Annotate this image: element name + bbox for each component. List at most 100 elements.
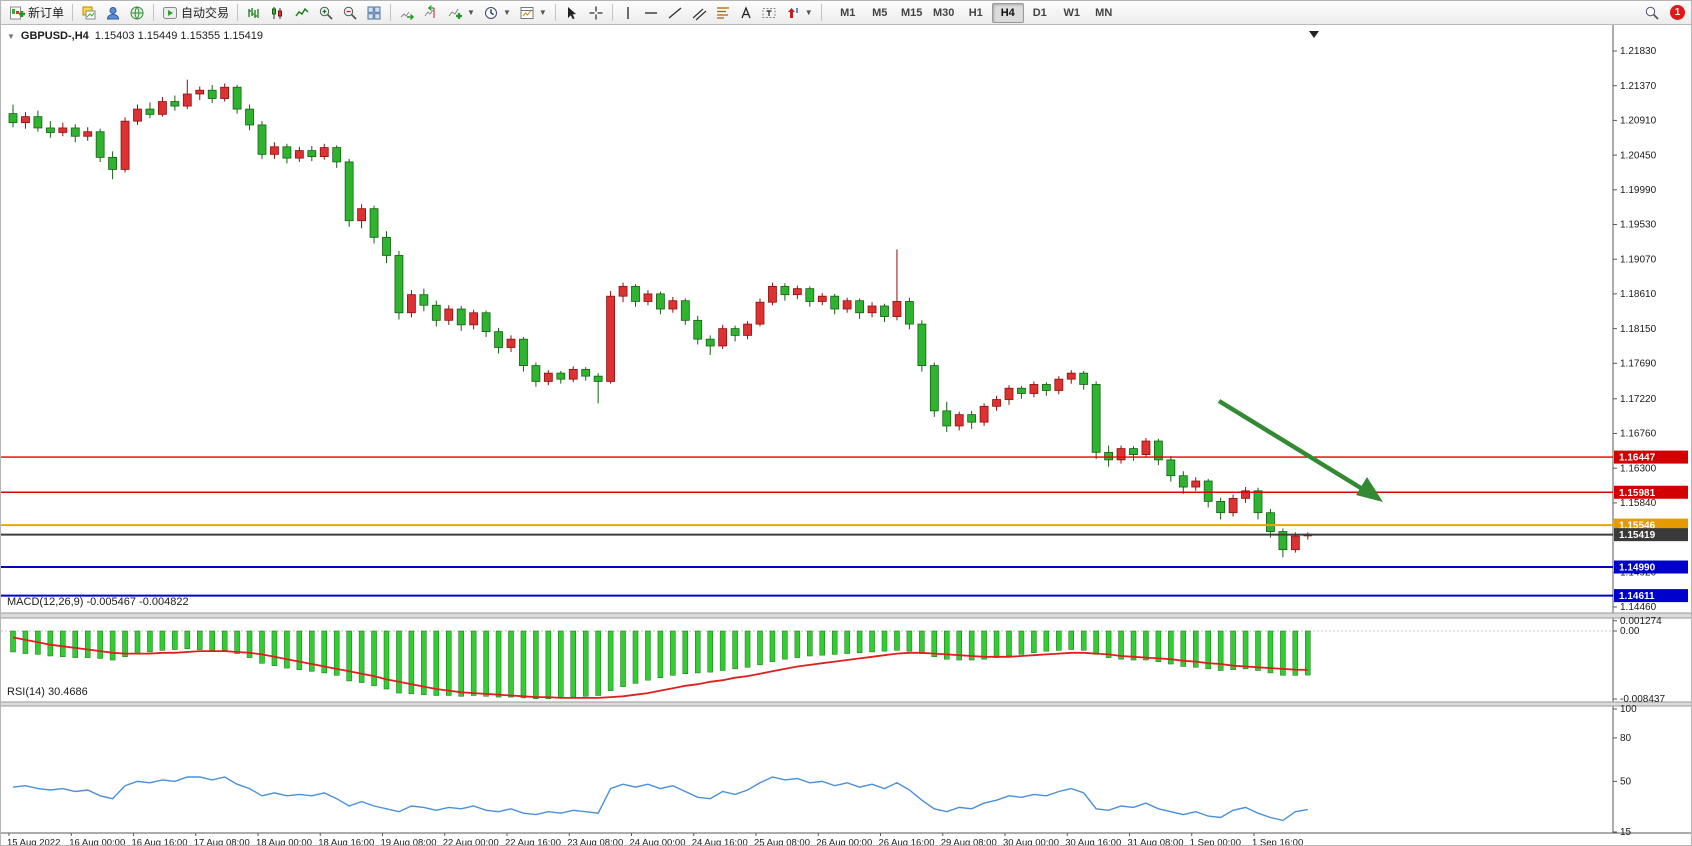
- svg-text:1.16300: 1.16300: [1620, 463, 1657, 474]
- candles-layer: [8, 79, 1313, 558]
- svg-text:1.20450: 1.20450: [1620, 150, 1657, 161]
- svg-text:26 Aug 16:00: 26 Aug 16:00: [879, 838, 935, 846]
- timeframe-m15[interactable]: M15: [901, 6, 923, 19]
- templates-button[interactable]: ▼: [515, 2, 551, 24]
- autotrade-button[interactable]: 自动交易: [158, 2, 233, 24]
- main-toolbar: 新订单 自动交易 ▼ ▼ ▼ ▼: [1, 1, 1691, 25]
- separator: [237, 4, 239, 21]
- vertical-line-button[interactable]: [617, 2, 639, 24]
- svg-text:1.18610: 1.18610: [1620, 289, 1657, 300]
- globe-icon: [130, 6, 144, 19]
- svg-text:1.17220: 1.17220: [1620, 394, 1657, 405]
- notification-badge[interactable]: 1: [1670, 5, 1685, 20]
- svg-text:1 Sep 00:00: 1 Sep 00:00: [1190, 838, 1241, 846]
- price-tag[interactable]: 1.16447: [1614, 450, 1688, 464]
- pane-divider[interactable]: [1, 701, 1692, 707]
- line-chart-button[interactable]: [290, 2, 314, 24]
- cursor-button[interactable]: [560, 2, 584, 24]
- svg-text:18 Aug 16:00: 18 Aug 16:00: [318, 838, 374, 846]
- zoom-in-button[interactable]: [314, 2, 338, 24]
- label-icon: [762, 7, 776, 18]
- separator: [611, 4, 613, 21]
- profile-icon: [107, 6, 120, 19]
- timeframe-m5[interactable]: M5: [872, 6, 888, 19]
- chart-shift-button[interactable]: [419, 2, 443, 24]
- globe-button[interactable]: [125, 2, 149, 24]
- caret-down-icon: ▼: [538, 8, 547, 17]
- separator: [390, 4, 392, 21]
- text-icon: [741, 5, 751, 18]
- search-icon: [1645, 6, 1659, 20]
- search-button[interactable]: [1640, 2, 1664, 24]
- candlestick-chart-button[interactable]: [266, 2, 290, 24]
- label-button[interactable]: [757, 2, 781, 24]
- svg-text:26 Aug 00:00: 26 Aug 00:00: [816, 838, 872, 846]
- svg-text:15: 15: [1620, 827, 1632, 838]
- indicators-button[interactable]: ▼: [443, 2, 479, 24]
- autotrade-label: 自动交易: [181, 6, 230, 20]
- svg-text:1.15546: 1.15546: [1619, 521, 1656, 532]
- zoom-out-button[interactable]: [338, 2, 362, 24]
- svg-text:1.19530: 1.19530: [1620, 220, 1657, 231]
- charts-cascade-button[interactable]: [77, 2, 101, 24]
- timeframe-h4[interactable]: H4: [991, 2, 1024, 23]
- trend-arrow-annotation[interactable]: [1217, 399, 1383, 502]
- svg-text:1.19990: 1.19990: [1620, 185, 1657, 196]
- horizontal-lines-layer[interactable]: [1, 456, 1613, 597]
- autotrade-icon: [163, 6, 178, 19]
- chart-shift-marker[interactable]: [1309, 31, 1319, 38]
- svg-text:1 Sep 16:00: 1 Sep 16:00: [1252, 838, 1303, 846]
- svg-text:22 Aug 00:00: 22 Aug 00:00: [443, 838, 499, 846]
- svg-text:23 Aug 08:00: 23 Aug 08:00: [567, 838, 623, 846]
- horizontal-line-button[interactable]: [639, 2, 663, 24]
- price-tag[interactable]: 1.14990: [1614, 560, 1688, 574]
- svg-text:30 Aug 16:00: 30 Aug 16:00: [1065, 838, 1121, 846]
- chart-canvas[interactable]: 1.21830 1.21370 1.20910 1.20450 1.19990 1.195…: [1, 25, 1692, 846]
- candlestick-chart-icon: [272, 6, 283, 19]
- time-axis[interactable]: 15 Aug 2022 16 Aug 00:00 16 Aug 16:00 17 Au…: [7, 833, 1303, 846]
- rsi-pane: [12, 776, 1308, 822]
- one-click-trading-toggle[interactable]: ▼: [7, 31, 15, 41]
- timeframe-w1[interactable]: W1: [1063, 6, 1080, 19]
- channel-button[interactable]: [687, 2, 711, 24]
- price-tag[interactable]: 1.15981: [1614, 485, 1688, 499]
- svg-text:1.17690: 1.17690: [1620, 359, 1657, 370]
- svg-text:1.16760: 1.16760: [1620, 429, 1657, 440]
- timeframe-m30[interactable]: M30: [933, 6, 955, 19]
- timeframe-mn[interactable]: MN: [1095, 6, 1113, 19]
- crosshair-button[interactable]: [584, 2, 608, 24]
- svg-text:18 Aug 00:00: 18 Aug 00:00: [256, 838, 312, 846]
- pane-divider[interactable]: [1, 612, 1692, 619]
- svg-text:24 Aug 00:00: 24 Aug 00:00: [630, 838, 686, 846]
- svg-text:24 Aug 16:00: 24 Aug 16:00: [692, 838, 748, 846]
- fibonacci-button[interactable]: [711, 2, 735, 24]
- price-tag[interactable]: 1.14611: [1614, 589, 1688, 603]
- svg-text:15 Aug 2022: 15 Aug 2022: [7, 838, 60, 846]
- svg-text:0.001274: 0.001274: [1620, 616, 1662, 627]
- auto-scroll-button[interactable]: [395, 2, 419, 24]
- line-chart-icon: [295, 7, 309, 16]
- text-button[interactable]: [735, 2, 757, 24]
- new-order-label: 新订单: [28, 6, 65, 20]
- timeframe-m1[interactable]: M1: [840, 6, 856, 19]
- zoom-out-icon: [343, 6, 357, 20]
- timeframe-h1[interactable]: H1: [968, 6, 983, 19]
- new-order-button[interactable]: 新订单: [5, 2, 68, 24]
- price-axis[interactable]: 1.21830 1.21370 1.20910 1.20450 1.19990 1.195…: [1613, 46, 1657, 613]
- arrow-shapes-button[interactable]: ▼: [781, 2, 817, 24]
- svg-text:30 Aug 00:00: 30 Aug 00:00: [1003, 838, 1059, 846]
- price-tag[interactable]: 1.15419: [1614, 528, 1688, 542]
- separator: [820, 4, 822, 21]
- tile-windows-button[interactable]: [362, 2, 386, 24]
- periods-button[interactable]: ▼: [479, 2, 515, 24]
- indicators-icon: [448, 8, 463, 19]
- profile-button[interactable]: [101, 2, 125, 24]
- bar-chart-button[interactable]: [242, 2, 266, 24]
- svg-text:1.18150: 1.18150: [1620, 324, 1657, 335]
- timeframe-d1[interactable]: D1: [1032, 6, 1047, 19]
- svg-text:19 Aug 08:00: 19 Aug 08:00: [381, 838, 437, 846]
- trendline-button[interactable]: [663, 2, 687, 24]
- svg-text:1.14990: 1.14990: [1619, 563, 1656, 574]
- svg-text:1.21830: 1.21830: [1620, 46, 1657, 57]
